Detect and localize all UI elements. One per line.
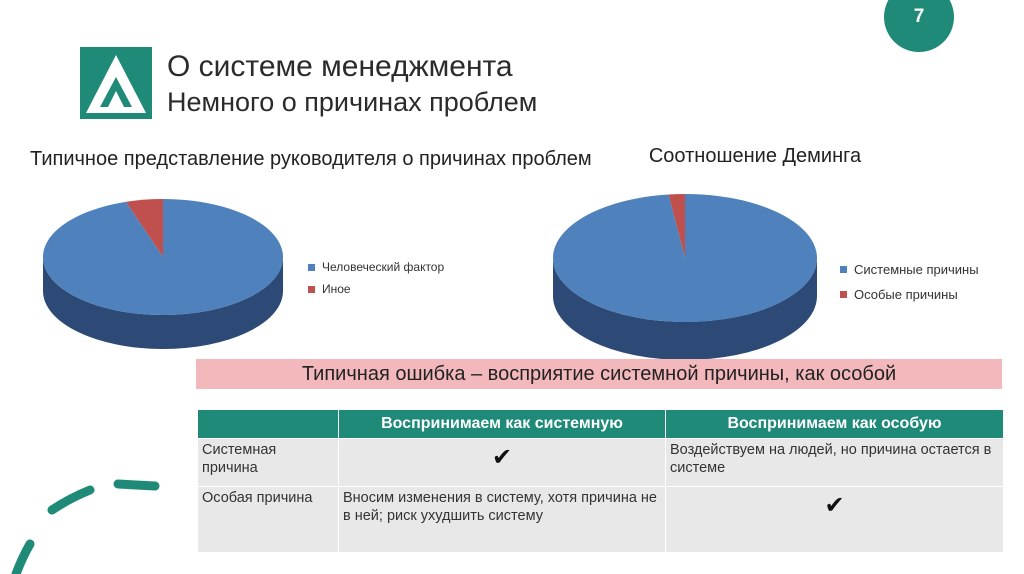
table-header-row: Воспринимаем как системную Воспринимаем …	[197, 409, 1004, 439]
legend-swatch	[308, 263, 315, 271]
legend-label: Человеческий фактор	[322, 260, 445, 274]
table-header-special: Воспринимаем как особую	[665, 409, 1004, 439]
legend-swatch	[840, 266, 847, 273]
error-banner: Типичная ошибка – восприятие системной п…	[196, 359, 1002, 389]
row-label-special-cause: Особая причина	[197, 486, 339, 553]
legend-swatch	[308, 285, 315, 293]
chart-1-title: Типичное представление руководителя о пр…	[30, 148, 592, 170]
chart-2-legend: Системные причины Особые причины	[840, 257, 979, 307]
row-label-systemic-cause: Системная причина	[197, 438, 339, 487]
decorative-dashed-arc	[11, 479, 160, 574]
legend-item: Человеческий фактор	[308, 256, 444, 278]
legend-label: Системные причины	[854, 262, 979, 277]
page-subtitle: Немного о причинах проблем	[167, 87, 538, 117]
legend-swatch	[840, 291, 847, 298]
checkmark-icon: ✔	[338, 438, 666, 487]
page-number-badge: 7	[884, 0, 954, 52]
legend-item: Иное	[308, 278, 444, 300]
chart-1-legend: Человеческий фактор Иное	[308, 256, 444, 300]
pie-side	[553, 258, 817, 360]
pie-slice-main	[553, 194, 817, 322]
table-header-systemic: Воспринимаем как системную	[338, 409, 666, 439]
table-row: Особая причина Вносим изменения в систем…	[197, 486, 1004, 553]
pie-slice-minor	[125, 199, 163, 257]
chart-2-title: Соотношение Деминга	[648, 145, 862, 167]
cause-response-table: Воспринимаем как системную Воспринимаем …	[197, 409, 1004, 553]
page-title: О системе менеджмента	[167, 50, 513, 83]
pie-chart-human-factor	[43, 199, 284, 349]
pie-chart-deming	[553, 194, 817, 360]
legend-label: Иное	[322, 282, 351, 296]
logo-triangle-icon	[80, 47, 152, 119]
table-header-corner	[197, 409, 339, 439]
legend-label: Особые причины	[854, 287, 958, 302]
legend-item: Особые причины	[840, 282, 979, 307]
pie-slice-minor	[668, 194, 685, 258]
page-number: 7	[913, 6, 925, 27]
table-cell: Воздействуем на людей, но причина остает…	[665, 438, 1004, 487]
table-row: Системная причина ✔ Воздействуем на люде…	[197, 438, 1004, 487]
legend-item: Системные причины	[840, 257, 979, 282]
pie-slice-main	[43, 199, 284, 315]
pie-side	[43, 257, 283, 349]
table-cell: Вносим изменения в систему, хотя причина…	[338, 486, 666, 553]
checkmark-icon: ✔	[665, 486, 1004, 553]
